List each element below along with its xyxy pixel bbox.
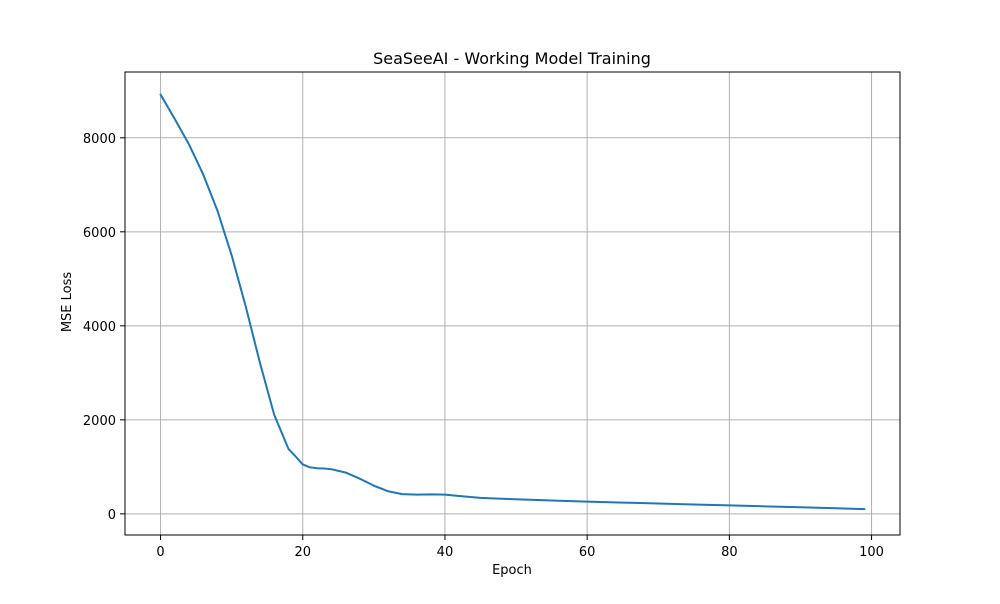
x-axis-label: Epoch	[492, 563, 532, 578]
grid	[125, 72, 900, 535]
y-tick-label: 6000	[83, 226, 116, 241]
x-tick-label: 40	[437, 545, 454, 560]
y-axis-label: MSE Loss	[60, 272, 75, 333]
y-tick-label: 2000	[83, 414, 116, 429]
axes: 0 20 40 60 80 100 0 2000 4000 6000 8000	[83, 71, 901, 560]
x-tick-label: 60	[579, 545, 596, 560]
plot-frame	[124, 71, 901, 536]
x-tick-label: 100	[859, 545, 884, 560]
series	[159, 93, 866, 511]
x-tick-label: 0	[156, 545, 164, 560]
loss-series-line	[159, 93, 866, 511]
chart-title: SeaSeeAI - Working Model Training	[373, 49, 651, 68]
y-tick-label: 4000	[83, 320, 116, 335]
x-tick-label: 20	[294, 545, 311, 560]
y-tick-label: 8000	[83, 132, 116, 147]
y-tick-label: 0	[108, 508, 116, 523]
x-tick-label: 80	[721, 545, 738, 560]
